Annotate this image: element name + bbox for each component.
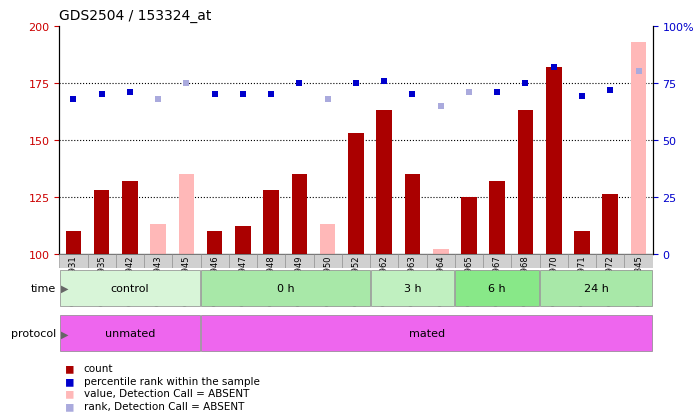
- Bar: [285, 254, 313, 268]
- Text: ▶: ▶: [61, 328, 69, 339]
- Bar: [116, 254, 144, 268]
- Bar: [426, 254, 455, 268]
- Text: GSM112963: GSM112963: [408, 255, 417, 305]
- Text: 3 h: 3 h: [403, 283, 422, 293]
- Text: 6 h: 6 h: [489, 283, 506, 293]
- Bar: [540, 270, 652, 306]
- Text: value, Detection Call = ABSENT: value, Detection Call = ABSENT: [84, 388, 249, 398]
- Text: time: time: [31, 283, 56, 293]
- Bar: [342, 254, 370, 268]
- Bar: [263, 190, 279, 254]
- Bar: [489, 181, 505, 254]
- Text: GSM112942: GSM112942: [126, 255, 135, 305]
- Text: control: control: [111, 283, 149, 293]
- Text: unmated: unmated: [105, 328, 155, 339]
- Bar: [235, 227, 251, 254]
- Bar: [200, 254, 229, 268]
- Text: ■: ■: [66, 361, 74, 375]
- Bar: [596, 254, 625, 268]
- Bar: [292, 174, 307, 254]
- Bar: [320, 224, 336, 254]
- Text: ■: ■: [66, 387, 74, 400]
- Text: GSM112965: GSM112965: [464, 255, 473, 305]
- Bar: [461, 197, 477, 254]
- Bar: [87, 254, 116, 268]
- Text: GSM112970: GSM112970: [549, 255, 558, 305]
- Text: GSM112949: GSM112949: [295, 255, 304, 305]
- Bar: [512, 254, 540, 268]
- Bar: [207, 231, 223, 254]
- Text: GSM112950: GSM112950: [323, 255, 332, 305]
- Bar: [201, 316, 652, 351]
- Bar: [546, 68, 561, 254]
- Text: GSM112943: GSM112943: [154, 255, 163, 305]
- Text: GSM112964: GSM112964: [436, 255, 445, 305]
- Text: GSM112967: GSM112967: [493, 255, 502, 305]
- Bar: [229, 254, 257, 268]
- Bar: [201, 270, 369, 306]
- Text: GSM112931: GSM112931: [69, 255, 78, 305]
- Bar: [433, 249, 449, 254]
- Text: GSM112945: GSM112945: [182, 255, 191, 305]
- Bar: [574, 231, 590, 254]
- Bar: [370, 254, 399, 268]
- Bar: [313, 254, 342, 268]
- Bar: [631, 43, 646, 254]
- Text: protocol: protocol: [10, 328, 56, 339]
- Text: ■: ■: [66, 399, 74, 413]
- Text: count: count: [84, 363, 113, 373]
- Bar: [602, 195, 618, 254]
- Bar: [144, 254, 172, 268]
- Text: GDS2504 / 153324_at: GDS2504 / 153324_at: [59, 9, 211, 23]
- Bar: [455, 270, 539, 306]
- Text: GSM112971: GSM112971: [577, 255, 586, 305]
- Text: GSM112947: GSM112947: [239, 255, 248, 305]
- Text: GSM112962: GSM112962: [380, 255, 389, 305]
- Bar: [371, 270, 454, 306]
- Bar: [376, 111, 392, 254]
- Bar: [94, 190, 110, 254]
- Text: 24 h: 24 h: [584, 283, 609, 293]
- Bar: [59, 254, 87, 268]
- Bar: [625, 254, 653, 268]
- Bar: [60, 270, 200, 306]
- Text: GSM112972: GSM112972: [606, 255, 615, 305]
- Text: GSM112935: GSM112935: [97, 255, 106, 305]
- Text: 0 h: 0 h: [276, 283, 294, 293]
- Bar: [540, 254, 568, 268]
- Bar: [60, 316, 200, 351]
- Bar: [122, 181, 138, 254]
- Bar: [348, 133, 364, 254]
- Bar: [172, 254, 200, 268]
- Text: GSM112968: GSM112968: [521, 255, 530, 305]
- Text: ▶: ▶: [61, 283, 69, 293]
- Bar: [151, 224, 166, 254]
- Text: ■: ■: [66, 374, 74, 387]
- Bar: [455, 254, 483, 268]
- Bar: [483, 254, 512, 268]
- Text: GSM112952: GSM112952: [352, 255, 360, 305]
- Bar: [66, 231, 81, 254]
- Bar: [568, 254, 596, 268]
- Bar: [518, 111, 533, 254]
- Text: rank, Detection Call = ABSENT: rank, Detection Call = ABSENT: [84, 401, 244, 411]
- Bar: [257, 254, 285, 268]
- Text: percentile rank within the sample: percentile rank within the sample: [84, 376, 260, 386]
- Text: GSM112948: GSM112948: [267, 255, 276, 305]
- Bar: [179, 174, 194, 254]
- Text: GSM113345: GSM113345: [634, 255, 643, 305]
- Bar: [405, 174, 420, 254]
- Text: mated: mated: [408, 328, 445, 339]
- Bar: [399, 254, 426, 268]
- Text: GSM112946: GSM112946: [210, 255, 219, 305]
